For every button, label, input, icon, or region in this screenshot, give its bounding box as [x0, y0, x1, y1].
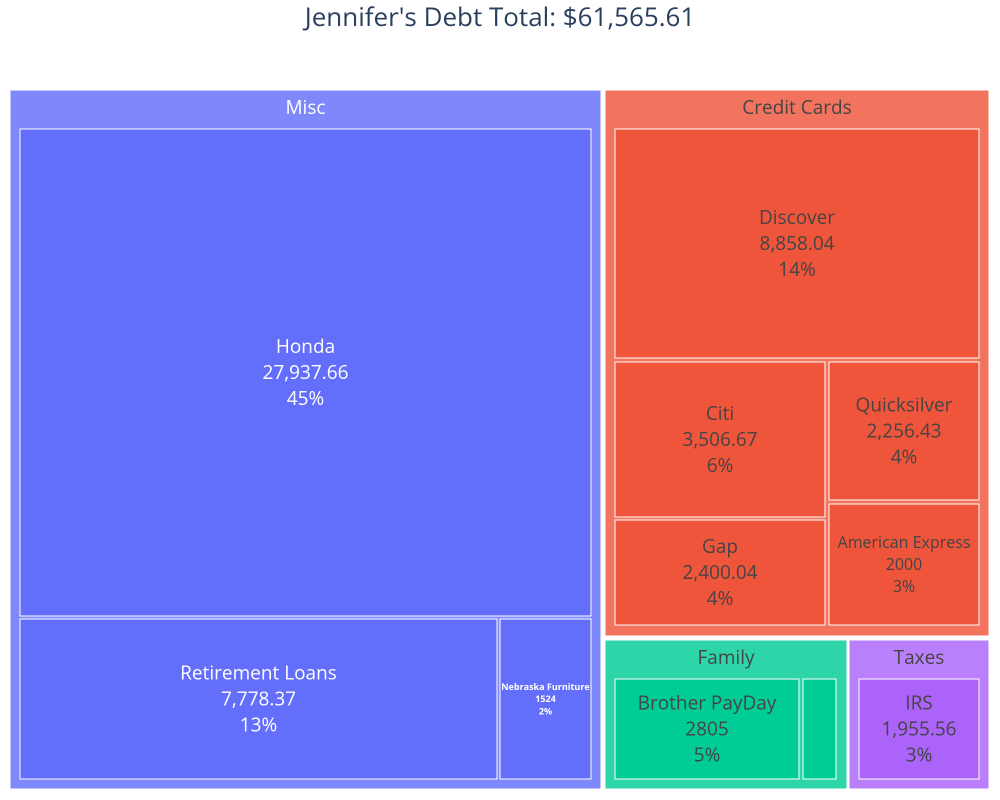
- leaf-tile-brother-payday[interactable]: [614, 678, 800, 780]
- leaf-tile-family-1[interactable]: [802, 678, 837, 780]
- leaf-tile-retirement-loans[interactable]: [19, 618, 498, 780]
- leaf-tile-quicksilver[interactable]: [828, 361, 980, 501]
- group-label-taxes: Taxes: [894, 644, 945, 670]
- leaf-tile-american-express[interactable]: [828, 503, 980, 626]
- leaf-label-quicksilver: Quicksilver 2,256.43 4%: [856, 392, 953, 470]
- leaf-label-american-express: American Express 2000 3%: [838, 531, 971, 597]
- leaf-label-honda: Honda 27,937.66 45%: [263, 333, 349, 411]
- leaf-tile-citi[interactable]: [614, 361, 826, 518]
- leaf-label-gap: Gap 2,400.04 4%: [682, 533, 757, 611]
- leaf-tile-discover[interactable]: [614, 128, 980, 359]
- group-label-family: Family: [697, 644, 755, 670]
- leaf-tile-honda[interactable]: [19, 128, 592, 617]
- leaf-label-irs: IRS 1,955.56 3%: [881, 690, 956, 768]
- group-label-credit-cards: Credit Cards: [742, 94, 852, 120]
- leaf-label-nebraska-furniture: Nebraska Furniture 1524 2%: [501, 680, 590, 718]
- leaf-label-brother-payday: Brother PayDay 2805 5%: [638, 690, 777, 768]
- leaf-label-retirement-loans: Retirement Loans 7,778.37 13%: [180, 660, 337, 738]
- leaf-tile-irs[interactable]: [858, 678, 980, 780]
- group-label-misc: Misc: [285, 94, 325, 120]
- leaf-tile-nebraska-furniture[interactable]: [499, 618, 592, 780]
- chart-title: Jennifer's Debt Total: $61,565.61: [304, 0, 696, 34]
- leaf-tile-gap[interactable]: [614, 519, 826, 626]
- leaf-label-citi: Citi 3,506.67 6%: [682, 400, 757, 478]
- leaf-label-discover: Discover 8,858.04 14%: [759, 204, 835, 282]
